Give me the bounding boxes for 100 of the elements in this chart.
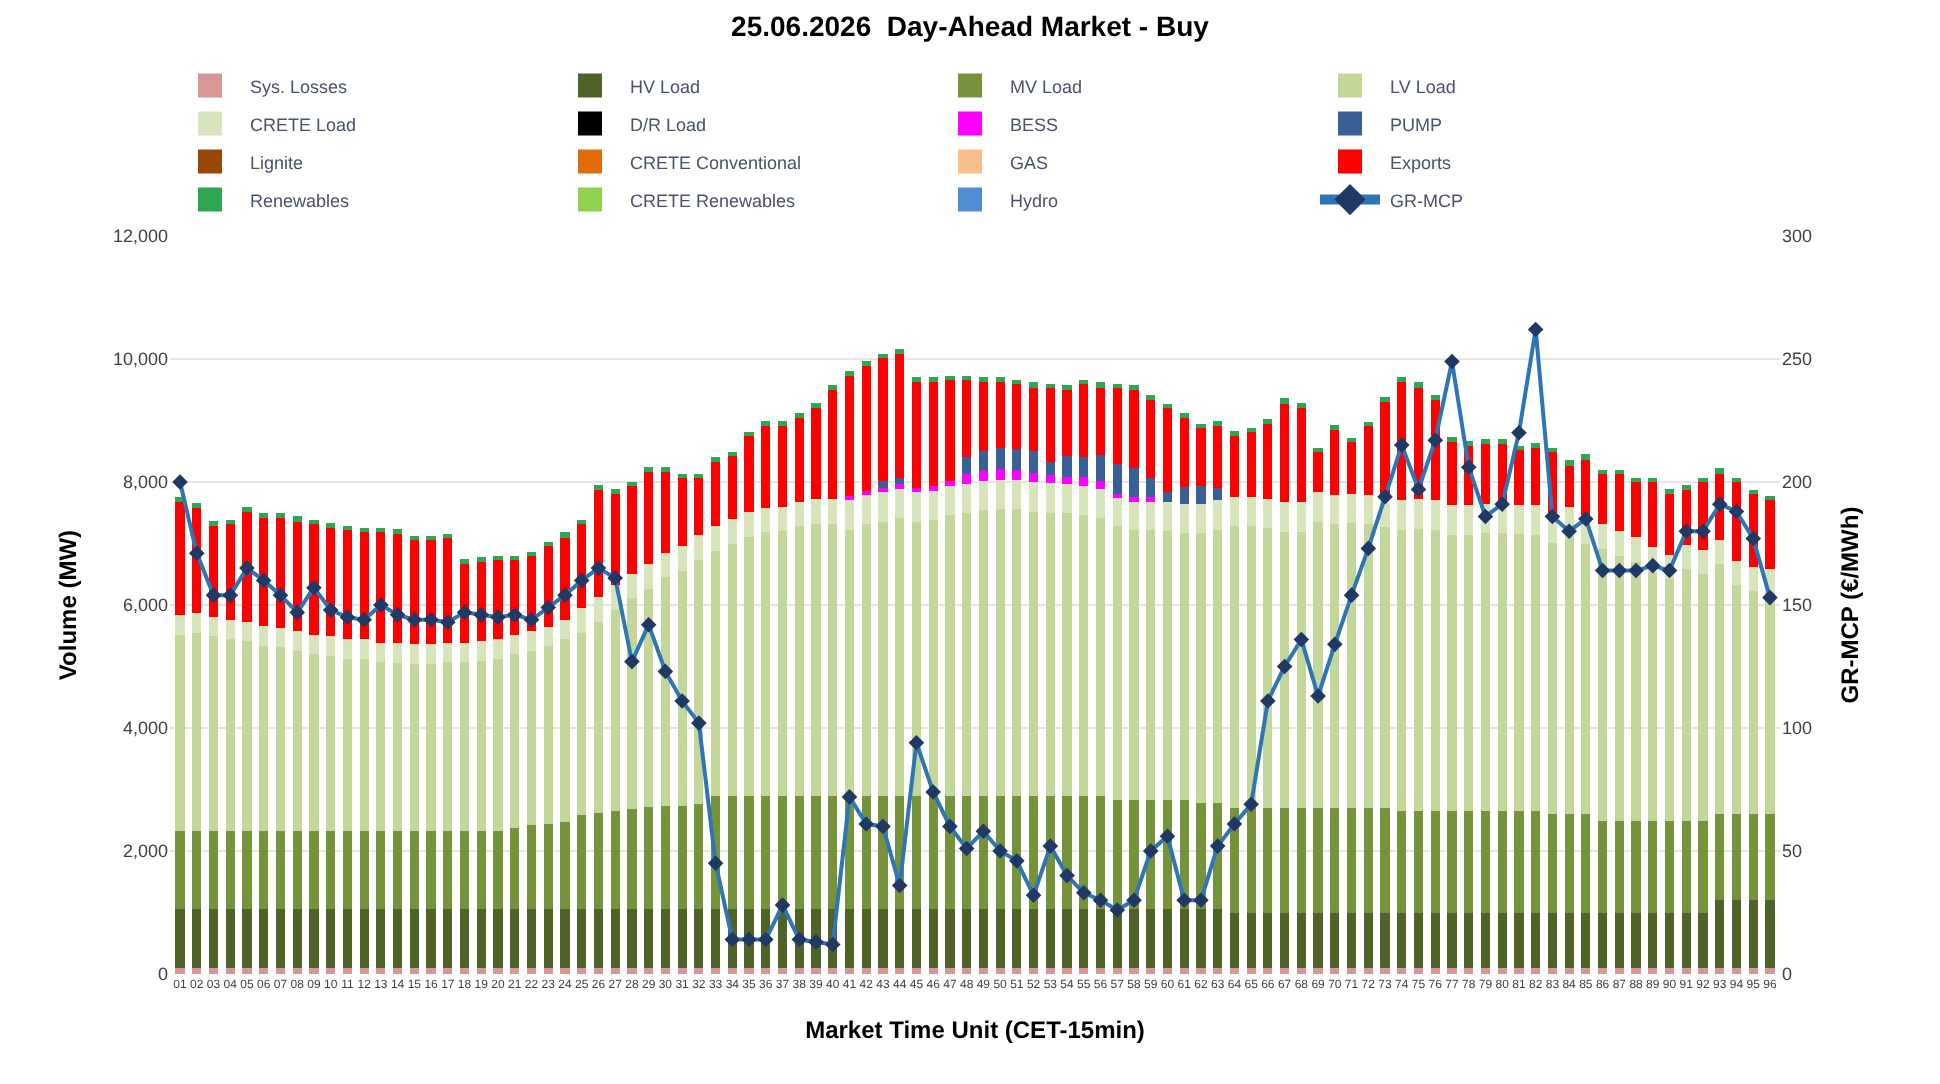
bar (1012, 967, 1022, 974)
bar (225, 619, 235, 640)
bar (1162, 407, 1173, 493)
bar (878, 909, 888, 968)
bar (208, 636, 219, 831)
bar (543, 626, 553, 647)
bar (1397, 967, 1407, 974)
bar (627, 809, 637, 910)
bar (677, 477, 687, 546)
bar (443, 662, 453, 831)
bar (1028, 967, 1039, 974)
bar (644, 470, 654, 565)
legend-label: Sys. Losses (250, 76, 349, 97)
bar (1213, 487, 1223, 501)
bar (1397, 529, 1407, 812)
bar (1664, 492, 1675, 555)
bar (1598, 912, 1608, 968)
bar (259, 625, 269, 646)
bar (945, 485, 955, 516)
bar (326, 636, 336, 657)
bar (895, 909, 905, 968)
bar (995, 479, 1005, 510)
bar (1062, 967, 1072, 974)
bar (1363, 494, 1373, 525)
bar (1681, 569, 1691, 821)
bar (1731, 585, 1742, 815)
bar (711, 550, 721, 796)
bar (208, 909, 219, 968)
bar (1179, 967, 1189, 974)
bar (1296, 502, 1306, 532)
bar (861, 494, 871, 525)
bar (1581, 454, 1591, 460)
bar (1631, 912, 1641, 968)
bar (1531, 811, 1541, 913)
bar (1664, 912, 1675, 968)
y2-tick-label: 100 (1782, 718, 1813, 739)
legend-label: GAS (1010, 152, 1049, 173)
bar (426, 644, 436, 665)
legend-label: BESS (1010, 114, 1059, 135)
bar (1514, 912, 1524, 968)
bar (1196, 427, 1206, 486)
bar (811, 406, 821, 500)
bar (225, 830, 235, 910)
bar (1564, 912, 1574, 968)
bar (426, 664, 436, 831)
bar (1413, 811, 1424, 913)
bar (1681, 967, 1691, 974)
bar (1028, 482, 1039, 512)
bar (1313, 492, 1323, 522)
bar (1280, 912, 1290, 968)
bar (175, 830, 185, 910)
y2-tick-label: 300 (1782, 226, 1813, 247)
bar (962, 379, 972, 458)
bar (1012, 449, 1022, 470)
bar (962, 457, 972, 474)
bar (275, 830, 286, 910)
bar (995, 909, 1005, 968)
bar (1664, 488, 1675, 494)
bar (1715, 814, 1725, 900)
bar (510, 654, 520, 829)
bar (1430, 967, 1440, 974)
bar (192, 830, 202, 910)
bar (476, 641, 486, 661)
bar (326, 830, 336, 910)
bar (376, 662, 386, 831)
bar (1547, 967, 1557, 974)
bar (376, 830, 386, 910)
bar (259, 645, 269, 831)
bar (1464, 811, 1474, 913)
bar (1514, 449, 1524, 505)
bar (476, 967, 486, 974)
bar (727, 518, 737, 544)
bar (811, 967, 821, 974)
bar (1447, 967, 1457, 974)
bar (326, 656, 336, 831)
bar (459, 830, 470, 910)
legend-label: MV Load (1010, 76, 1083, 97)
bar (878, 967, 888, 974)
bar (242, 641, 252, 831)
bar (1095, 386, 1106, 455)
bar (326, 909, 336, 968)
bar (962, 909, 972, 968)
bar (1045, 387, 1055, 463)
bar (192, 502, 202, 508)
bar (577, 967, 587, 974)
bar (895, 488, 905, 519)
bar (828, 499, 838, 524)
bar (1413, 528, 1424, 812)
bar (1112, 526, 1122, 800)
bar (1263, 807, 1273, 913)
bar (928, 381, 938, 487)
bar (459, 558, 470, 564)
bar (593, 909, 604, 968)
y2-tick-label: 200 (1782, 472, 1813, 493)
bar (259, 830, 269, 910)
bar (1045, 909, 1055, 968)
bar (677, 545, 687, 571)
bar (1028, 451, 1039, 473)
bar (1514, 811, 1524, 913)
bar (1698, 820, 1708, 913)
